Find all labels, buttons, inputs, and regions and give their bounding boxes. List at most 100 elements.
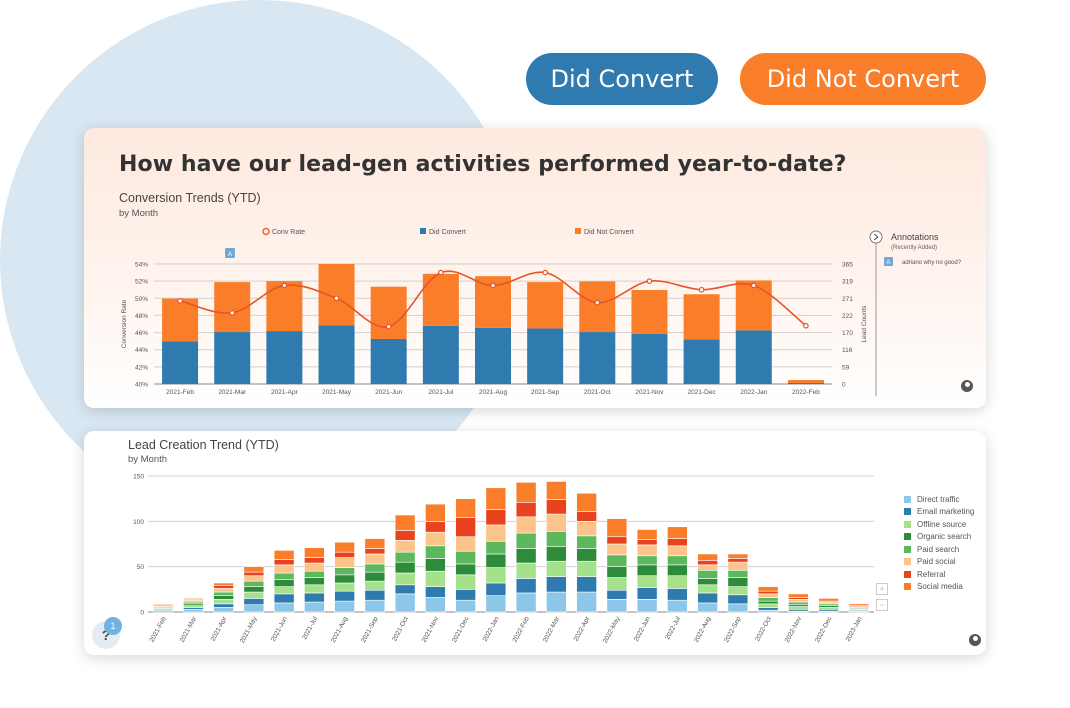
- bar-segment-email-marketing-2021-dec[interactable]: [455, 589, 476, 601]
- bar-did-convert-2022-jan[interactable]: [735, 330, 772, 384]
- bar-segment-offline-source-2022-may[interactable]: [606, 577, 628, 591]
- bar-segment-offline-source-2021-jun[interactable]: [273, 586, 295, 595]
- bar-segment-referral-2022-feb[interactable]: [515, 501, 537, 518]
- bar-segment-offline-source-2022-mar[interactable]: [546, 560, 567, 577]
- bar-segment-email-marketing-2021-jun[interactable]: [273, 593, 295, 604]
- bar-segment-offline-source-2021-aug[interactable]: [334, 582, 355, 592]
- legend-item-offline-source[interactable]: Offline source: [904, 518, 974, 531]
- bar-segment-paid-search-2022-mar[interactable]: [546, 531, 567, 548]
- bar-segment-direct-traffic-2021-nov[interactable]: [425, 597, 446, 613]
- bar-did-convert-2021-sep[interactable]: [527, 328, 564, 384]
- bar-did-convert-2021-jun[interactable]: [370, 338, 407, 384]
- did-not-convert-button[interactable]: Did Not Convert: [740, 53, 986, 105]
- bar-segment-social-media-2022-jun[interactable]: [636, 529, 658, 540]
- bar-did-convert-2021-oct[interactable]: [579, 332, 616, 384]
- bar-segment-referral-2021-nov[interactable]: [425, 521, 446, 533]
- bar-segment-paid-social-2021-dec[interactable]: [455, 536, 476, 552]
- bar-segment-social-media-2021-aug[interactable]: [334, 541, 355, 553]
- bar-did-not-convert-2022-jan[interactable]: [735, 280, 772, 331]
- bar-did-not-convert-2021-oct[interactable]: [579, 281, 616, 333]
- zoom-in-button[interactable]: +: [876, 583, 888, 595]
- bar-segment-social-media-2022-jan[interactable]: [485, 487, 507, 510]
- bar-segment-paid-search-2022-jan[interactable]: [485, 540, 507, 555]
- bar-segment-direct-traffic-2021-aug[interactable]: [334, 600, 355, 613]
- bar-segment-offline-source-2022-jun[interactable]: [636, 575, 658, 588]
- conv-rate-point-2022-feb[interactable]: [803, 322, 809, 329]
- bar-segment-email-marketing-2022-feb[interactable]: [515, 578, 537, 594]
- bar-segment-social-media-2021-sep[interactable]: [364, 538, 386, 549]
- bar-segment-organic-search-2021-jul[interactable]: [304, 577, 325, 586]
- bar-segment-direct-traffic-2022-apr[interactable]: [576, 591, 597, 613]
- bar-segment-referral-2022-may[interactable]: [606, 536, 628, 545]
- bar-segment-referral-2022-jun[interactable]: [636, 539, 658, 546]
- bar-segment-referral-2021-may[interactable]: [243, 571, 265, 577]
- bar-segment-paid-social-2021-jul[interactable]: [304, 562, 325, 572]
- bar-segment-paid-search-2022-may[interactable]: [606, 554, 628, 567]
- bar-segment-direct-traffic-2021-jun[interactable]: [273, 602, 295, 613]
- bar-segment-organic-search-2021-sep[interactable]: [364, 571, 386, 582]
- bar-segment-paid-search-2021-dec[interactable]: [455, 550, 476, 565]
- bar-segment-social-media-2022-dec[interactable]: [818, 598, 839, 602]
- conv-rate-point-2021-feb[interactable]: [177, 298, 183, 304]
- bar-did-not-convert-2021-mar[interactable]: [214, 282, 251, 333]
- conv-rate-point-2021-may[interactable]: [333, 295, 340, 302]
- bar-segment-referral-2021-apr[interactable]: [213, 585, 234, 589]
- bar-segment-paid-search-2022-feb[interactable]: [515, 532, 537, 549]
- bar-segment-organic-search-2021-dec[interactable]: [455, 563, 476, 576]
- bar-did-not-convert-2021-may[interactable]: [318, 264, 355, 326]
- bar-segment-direct-traffic-2022-aug[interactable]: [697, 602, 718, 613]
- bar-segment-organic-search-2021-aug[interactable]: [334, 574, 355, 584]
- bar-segment-paid-search-2022-jul[interactable]: [667, 555, 688, 566]
- bar-segment-paid-social-2022-jul[interactable]: [667, 545, 688, 557]
- bar-segment-direct-traffic-2021-sep[interactable]: [364, 599, 386, 613]
- bar-segment-paid-social-2021-nov[interactable]: [425, 531, 446, 547]
- bar-segment-paid-search-2021-jun[interactable]: [273, 572, 295, 580]
- bar-segment-social-media-2022-feb[interactable]: [515, 482, 537, 503]
- bar-segment-direct-traffic-2022-sep[interactable]: [727, 603, 749, 613]
- bar-segment-organic-search-2022-jan[interactable]: [485, 553, 507, 568]
- bar-segment-referral-2021-jul[interactable]: [304, 557, 325, 564]
- bar-segment-direct-traffic-2022-feb[interactable]: [515, 592, 537, 613]
- bar-segment-social-media-2022-apr[interactable]: [576, 492, 597, 512]
- bar-segment-referral-2021-jun[interactable]: [273, 559, 295, 566]
- bar-did-convert-2021-jul[interactable]: [422, 325, 459, 384]
- bar-segment-social-media-2021-may[interactable]: [243, 566, 265, 573]
- bar-did-not-convert-2022-feb[interactable]: [787, 380, 824, 384]
- bar-segment-social-media-2022-mar[interactable]: [546, 481, 567, 500]
- bar-segment-offline-source-2022-nov[interactable]: [788, 606, 809, 610]
- bar-did-not-convert-2021-apr[interactable]: [266, 281, 303, 332]
- user-icon[interactable]: [961, 380, 973, 392]
- bar-segment-organic-search-2021-may[interactable]: [243, 586, 265, 593]
- conv-rate-point-2021-jul[interactable]: [438, 269, 444, 276]
- bar-segment-social-media-2022-aug[interactable]: [697, 553, 718, 561]
- bar-segment-social-media-2021-mar[interactable]: [183, 598, 204, 600]
- bar-segment-offline-source-2022-oct[interactable]: [757, 603, 779, 608]
- bar-segment-referral-2022-jan[interactable]: [485, 509, 507, 526]
- bar-segment-paid-search-2021-aug[interactable]: [334, 567, 355, 576]
- bar-segment-paid-social-2022-nov[interactable]: [788, 599, 809, 603]
- bar-did-convert-2022-feb[interactable]: [787, 383, 824, 384]
- bar-segment-email-marketing-2021-sep[interactable]: [364, 589, 386, 601]
- bar-segment-paid-search-2022-nov[interactable]: [788, 601, 809, 606]
- bar-segment-paid-social-2022-jan[interactable]: [485, 524, 507, 542]
- bar-segment-organic-search-2021-jun[interactable]: [273, 579, 295, 587]
- conv-rate-point-2021-jun[interactable]: [385, 323, 392, 330]
- bar-segment-direct-traffic-2021-jul[interactable]: [304, 601, 325, 613]
- conv-rate-point-2021-apr[interactable]: [281, 282, 288, 289]
- conv-rate-point-2021-aug[interactable]: [490, 282, 496, 289]
- bar-segment-paid-search-2022-aug[interactable]: [697, 569, 718, 579]
- bar-segment-social-media-2021-apr[interactable]: [213, 582, 234, 587]
- bar-segment-direct-traffic-2022-mar[interactable]: [546, 591, 567, 613]
- bar-segment-organic-search-2022-feb[interactable]: [515, 548, 537, 564]
- bar-segment-direct-traffic-2022-jul[interactable]: [667, 599, 688, 613]
- bar-segment-paid-social-2021-apr[interactable]: [213, 588, 234, 593]
- bar-segment-paid-search-2021-jul[interactable]: [304, 570, 325, 578]
- bar-segment-paid-social-2022-may[interactable]: [606, 543, 628, 556]
- bar-segment-organic-search-2022-oct[interactable]: [757, 600, 779, 605]
- bar-segment-social-media-2021-jul[interactable]: [304, 547, 325, 558]
- bar-segment-social-media-2021-dec[interactable]: [455, 498, 476, 519]
- bar-segment-email-marketing-2022-oct[interactable]: [757, 607, 779, 611]
- bar-segment-offline-source-2022-sep[interactable]: [727, 586, 749, 596]
- bar-segment-organic-search-2021-nov[interactable]: [425, 558, 446, 572]
- bar-segment-paid-social-2021-aug[interactable]: [334, 557, 355, 568]
